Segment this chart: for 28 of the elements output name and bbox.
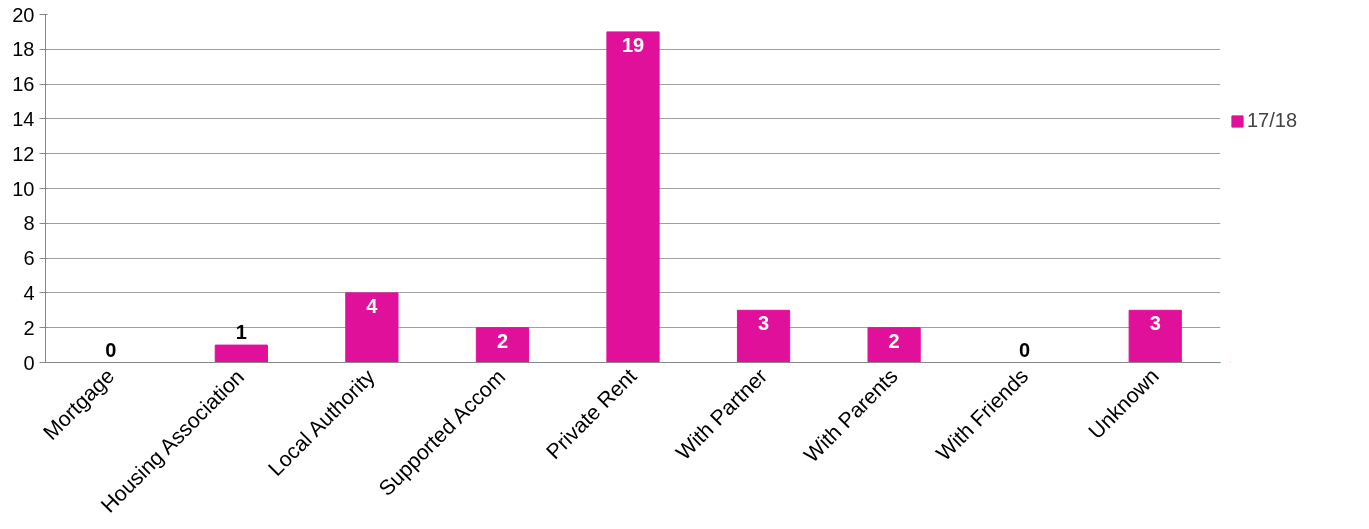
bar — [606, 31, 660, 363]
y-tick-label: 2 — [23, 316, 35, 339]
bar — [475, 327, 530, 363]
data-label: 0 — [1019, 338, 1031, 361]
y-tick-label: 4 — [23, 281, 35, 304]
bar — [736, 309, 791, 363]
bar — [345, 292, 399, 363]
y-tick-label: 18 — [12, 38, 35, 61]
data-label: 3 — [757, 312, 770, 335]
data-label: 2 — [496, 329, 509, 352]
y-tick-label: 10 — [12, 177, 35, 200]
y-tick-label: 12 — [12, 142, 35, 165]
data-label: 2 — [888, 329, 900, 352]
y-tick-label: 20 — [12, 3, 35, 26]
legend-label: 17/18 — [1247, 109, 1298, 132]
bar — [867, 327, 921, 363]
data-label: 1 — [235, 321, 247, 344]
y-tick-label: 0 — [23, 351, 35, 374]
bar — [1128, 309, 1182, 363]
data-label: 3 — [1149, 312, 1161, 335]
data-label: 19 — [621, 33, 645, 56]
data-label: 0 — [105, 338, 117, 361]
y-tick-label: 14 — [12, 107, 35, 130]
bar — [214, 344, 268, 363]
data-label: 4 — [366, 294, 379, 317]
y-tick-label: 8 — [23, 212, 35, 235]
y-tick-label: 16 — [12, 73, 35, 96]
y-tick-label: 6 — [23, 247, 35, 270]
